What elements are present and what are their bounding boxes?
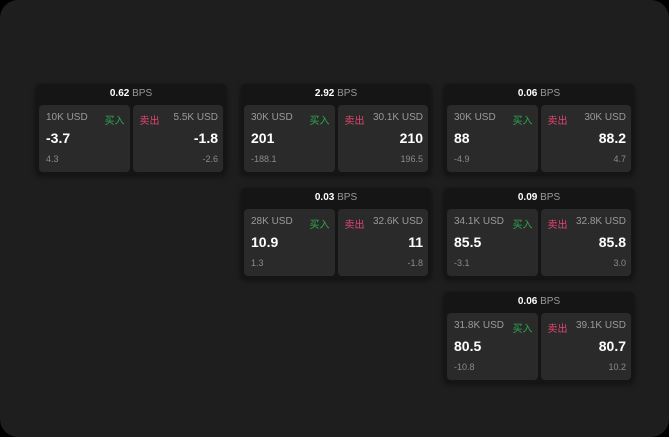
quote-group: 0.06 BPS 31.8K USD 买入 80.5 -10.8 卖出 39.1… [444, 292, 634, 382]
buy-size: 31.8K USD [454, 320, 505, 331]
buy-size: 30K USD [454, 112, 496, 123]
quote-group: 2.92 BPS 30K USD 买入 201 -188.1 卖出 30.1K … [241, 84, 431, 174]
buy-label: 买入 [512, 220, 533, 231]
spread-unit: BPS [540, 192, 561, 203]
buy-tile[interactable]: 34.1K USD 买入 85.5 -3.1 [447, 209, 538, 276]
sell-size: 30.1K USD [372, 112, 423, 123]
sell-label: 卖出 [547, 324, 568, 335]
sell-tile[interactable]: 卖出 39.1K USD 80.7 10.2 [540, 313, 631, 380]
sell-delta: 196.5 [400, 154, 423, 164]
sell-tile[interactable]: 卖出 5.5K USD -1.8 -2.6 [132, 105, 223, 172]
spread-header: 0.06 BPS [444, 292, 634, 312]
buy-tile[interactable]: 28K USD 买入 10.9 1.3 [244, 209, 335, 276]
spread-unit: BPS [132, 88, 153, 99]
buy-tile[interactable]: 10K USD 买入 -3.7 4.3 [39, 105, 130, 172]
buy-delta: -10.8 [454, 362, 475, 372]
sell-size: 39.1K USD [575, 320, 626, 331]
buy-price: 201 [251, 130, 275, 146]
spread-value: 0.09 [517, 192, 538, 203]
buy-label: 买入 [104, 116, 125, 127]
buy-price: 88 [454, 130, 470, 146]
sell-price: 210 [399, 130, 423, 146]
sell-delta: -2.6 [202, 154, 218, 164]
buy-delta: -188.1 [251, 154, 277, 164]
spread-header: 0.03 BPS [241, 188, 431, 208]
sell-price: 85.8 [598, 234, 626, 250]
sell-delta: -1.8 [407, 258, 423, 268]
quote-group: 0.03 BPS 28K USD 买入 10.9 1.3 卖出 32.6K US… [241, 188, 431, 278]
buy-size: 30K USD [251, 112, 293, 123]
quote-group: 0.06 BPS 30K USD 买入 88 -4.9 卖出 30K USD 8… [444, 84, 634, 174]
spread-value: 0.03 [314, 192, 335, 203]
sell-delta: 10.2 [608, 362, 626, 372]
buy-label: 买入 [512, 324, 533, 335]
buy-price: 85.5 [454, 234, 482, 250]
sell-price: 11 [408, 234, 423, 250]
spread-header: 0.06 BPS [444, 84, 634, 104]
sell-tile[interactable]: 卖出 32.6K USD 11 -1.8 [337, 209, 428, 276]
sell-delta: 4.7 [613, 154, 626, 164]
quote-group: 0.62 BPS 10K USD 买入 -3.7 4.3 卖出 5.5K USD… [36, 84, 226, 174]
buy-price: -3.7 [46, 130, 71, 146]
buy-delta: 4.3 [46, 154, 59, 164]
sell-label: 卖出 [344, 220, 365, 231]
buy-label: 买入 [309, 220, 330, 231]
buy-delta: -4.9 [454, 154, 470, 164]
spread-value: 0.62 [109, 88, 130, 99]
sell-size: 32.6K USD [372, 216, 423, 227]
sell-price: -1.8 [193, 130, 218, 146]
sell-delta: 3.0 [613, 258, 626, 268]
buy-size: 28K USD [251, 216, 293, 227]
sell-label: 卖出 [344, 116, 365, 127]
sell-label: 卖出 [547, 220, 568, 231]
sell-size: 32.8K USD [575, 216, 626, 227]
spread-value: 0.06 [517, 88, 538, 99]
buy-delta: 1.3 [251, 258, 264, 268]
spread-header: 0.09 BPS [444, 188, 634, 208]
sell-size: 30K USD [584, 112, 626, 123]
spread-unit: BPS [540, 88, 561, 99]
buy-size: 10K USD [46, 112, 88, 123]
sell-tile[interactable]: 卖出 32.8K USD 85.8 3.0 [540, 209, 631, 276]
buy-label: 买入 [309, 116, 330, 127]
quote-group: 0.09 BPS 34.1K USD 买入 85.5 -3.1 卖出 32.8K… [444, 188, 634, 278]
spread-value: 2.92 [314, 88, 335, 99]
spread-header: 0.62 BPS [36, 84, 226, 104]
buy-tile[interactable]: 30K USD 买入 201 -188.1 [244, 105, 335, 172]
buy-delta: -3.1 [454, 258, 470, 268]
buy-size: 34.1K USD [454, 216, 505, 227]
sell-label: 卖出 [547, 116, 568, 127]
sell-tile[interactable]: 卖出 30.1K USD 210 196.5 [337, 105, 428, 172]
buy-tile[interactable]: 31.8K USD 买入 80.5 -10.8 [447, 313, 538, 380]
spread-unit: BPS [540, 296, 561, 307]
spread-value: 0.06 [517, 296, 538, 307]
spread-unit: BPS [337, 192, 358, 203]
buy-tile[interactable]: 30K USD 买入 88 -4.9 [447, 105, 538, 172]
sell-price: 80.7 [598, 338, 626, 354]
buy-price: 10.9 [251, 234, 279, 250]
buy-label: 买入 [512, 116, 533, 127]
sell-label: 卖出 [139, 116, 160, 127]
sell-tile[interactable]: 卖出 30K USD 88.2 4.7 [540, 105, 631, 172]
spread-header: 2.92 BPS [241, 84, 431, 104]
sell-size: 5.5K USD [173, 112, 218, 123]
spread-unit: BPS [337, 88, 358, 99]
buy-price: 80.5 [454, 338, 482, 354]
sell-price: 88.2 [598, 130, 626, 146]
